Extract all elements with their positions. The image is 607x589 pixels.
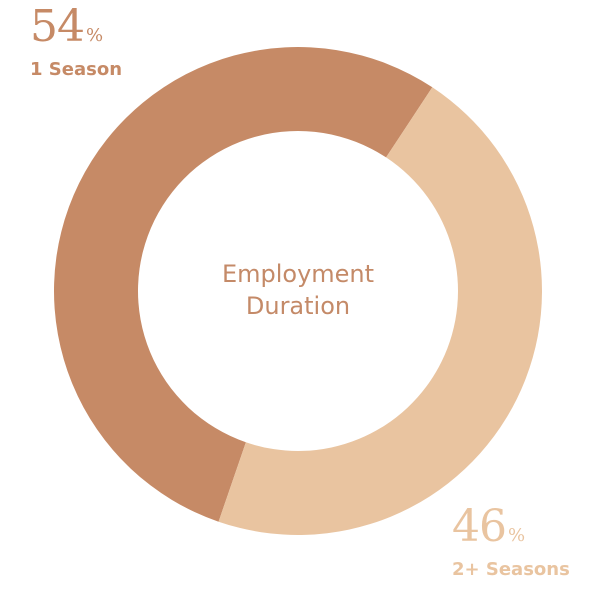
slice-callout-1-season: 54% 1 Season [30,2,122,82]
donut-slice-2-seasons [218,87,542,535]
chart-title: Employment Duration [180,258,416,322]
slice-category-label: 2+ Seasons [452,559,570,580]
chart-title-line-2: Duration [245,292,351,320]
slice-percent-sign: % [86,25,104,46]
donut-slice-1-season [53,46,433,522]
slice-category-label: 1 Season [30,59,123,80]
slice-callout-2-plus-seasons: 46% 2+ Seasons [452,502,570,582]
chart-title-line-1: Employment [221,260,375,288]
slice-percent-sign: % [508,525,526,546]
slice-percent-value: 46 [452,501,507,552]
slice-percent-value: 54 [30,1,85,52]
